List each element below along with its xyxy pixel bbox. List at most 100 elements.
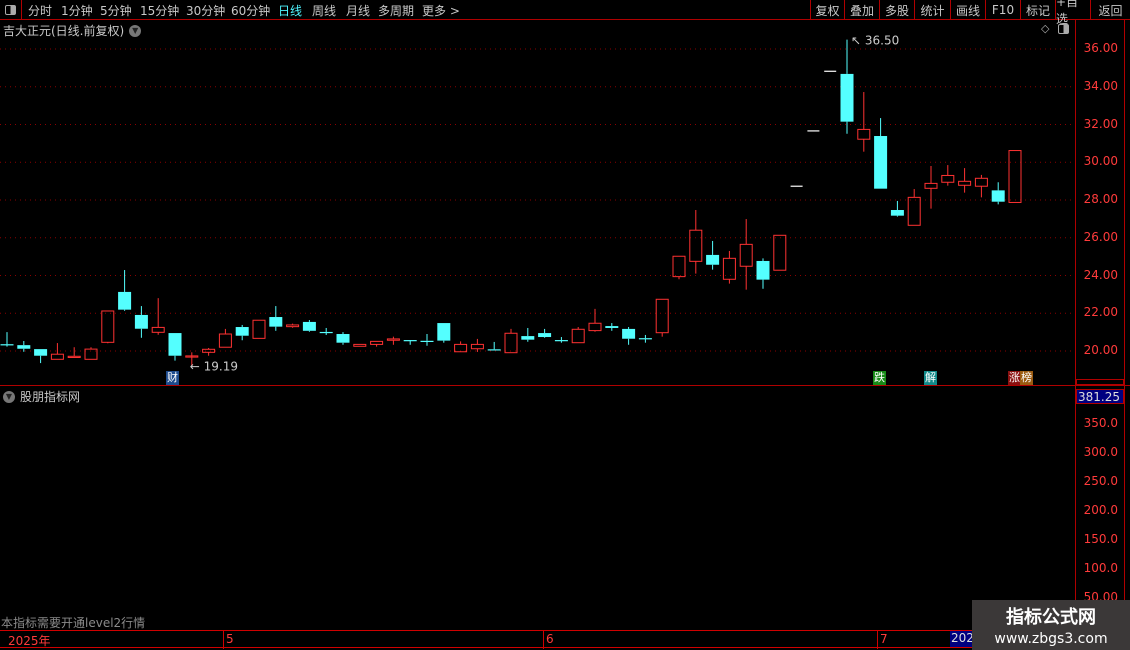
- candle-up: [941, 174, 955, 183]
- marker-fall[interactable]: 跌: [873, 371, 886, 385]
- candle-down: [437, 323, 451, 341]
- candle-up: [974, 177, 988, 187]
- draw-line-button[interactable]: 画线: [950, 0, 985, 20]
- chevron-down-icon[interactable]: ▼: [3, 390, 15, 403]
- indicator-tick: 300.0: [1083, 445, 1118, 459]
- axis-scroll[interactable]: [1076, 379, 1124, 385]
- price-tick: 24.00: [1083, 267, 1118, 282]
- period-tab-60min[interactable]: 60分钟: [231, 4, 271, 18]
- low-price-label: ← 19.19: [190, 359, 238, 373]
- period-tab-30min[interactable]: 30分钟: [186, 4, 226, 18]
- candle-down: [605, 326, 619, 328]
- high-price-label: ↖ 36.50: [851, 34, 899, 48]
- candle-down: [403, 340, 417, 342]
- period-tab-weekly[interactable]: 周线: [312, 4, 337, 18]
- candle-up: [252, 319, 266, 339]
- candle-down: [554, 340, 568, 342]
- candlestick-chart[interactable]: ↖ 36.50 ← 19.19: [0, 20, 1075, 385]
- candle-down: [302, 321, 316, 331]
- period-tab-daily[interactable]: 日线: [278, 4, 303, 18]
- mark-button[interactable]: 标记: [1020, 0, 1055, 20]
- candle-up: [672, 255, 686, 278]
- candle-down: [336, 334, 350, 343]
- candle-up: [185, 355, 199, 358]
- indicator-tick: 350.0: [1083, 416, 1118, 430]
- candle-down: [420, 340, 434, 343]
- candle-up: [286, 324, 300, 328]
- candle-up: [689, 229, 703, 262]
- candle-up: [50, 353, 64, 360]
- price-tick: 30.00: [1083, 154, 1118, 169]
- candle-down: [34, 349, 48, 356]
- period-tab-15min[interactable]: 15分钟: [140, 4, 180, 18]
- candle-down: [538, 333, 552, 338]
- candle-down: [168, 333, 182, 356]
- marker-rise[interactable]: 涨: [1008, 371, 1021, 385]
- overlay-button[interactable]: 叠加: [844, 0, 879, 20]
- candle-down: [622, 328, 636, 339]
- restore-rights-button[interactable]: 复权: [810, 0, 844, 20]
- statistics-button[interactable]: 统计: [914, 0, 950, 20]
- chevron-down-icon[interactable]: ▼: [129, 24, 142, 37]
- marker-unlock[interactable]: 解: [924, 371, 937, 385]
- back-button[interactable]: 返回: [1090, 0, 1130, 20]
- candle-up: [470, 343, 484, 350]
- candle-up: [773, 234, 787, 271]
- watermark-url: www.zbgs3.com: [994, 631, 1108, 647]
- date-label: 6: [546, 632, 554, 646]
- watermark-logo: 指标公式网 www.zbgs3.com: [972, 600, 1130, 650]
- chart-title: 吉大正元(日线.前复权) ▼: [3, 22, 142, 39]
- candle-down: [706, 254, 720, 265]
- period-tab-multi[interactable]: 多周期: [378, 4, 415, 18]
- price-axis: 36.00 34.00 32.00 30.00 28.00 26.00 24.00 22.00…: [1075, 20, 1125, 385]
- date-label: 2025年: [8, 634, 51, 648]
- panel-icon: [5, 5, 16, 15]
- candle-up: [857, 128, 871, 140]
- period-tab-1min[interactable]: 1分钟: [61, 4, 93, 18]
- price-tick: 20.00: [1083, 343, 1118, 357]
- candle-up: [655, 298, 669, 334]
- f10-button[interactable]: F10: [985, 0, 1020, 20]
- panel-toggle-button[interactable]: [0, 0, 22, 20]
- indicator-tick: 250.0: [1083, 474, 1118, 488]
- candle-up: [151, 326, 165, 333]
- add-watchlist-button[interactable]: +自选: [1055, 0, 1090, 26]
- candle-up: [1008, 150, 1022, 203]
- candle-down: [17, 345, 31, 349]
- candle-down: [756, 260, 770, 280]
- multi-stock-button[interactable]: 多股: [879, 0, 914, 20]
- indicator-tick: 150.0: [1083, 532, 1118, 546]
- candle-down: [134, 314, 148, 329]
- price-tick: 26.00: [1083, 229, 1118, 244]
- candle-down: [874, 136, 888, 189]
- period-tab-5min[interactable]: 5分钟: [100, 4, 132, 18]
- candle-down: [638, 338, 652, 340]
- panel-divider[interactable]: [0, 385, 1130, 386]
- candle-down: [521, 336, 535, 340]
- date-axis: 2025年 5 6 7 202: [0, 630, 1075, 649]
- indicator-name: 股朋指标网: [20, 390, 81, 404]
- candle-up: [218, 333, 232, 348]
- diamond-icon[interactable]: ◇: [1041, 22, 1050, 35]
- candle-up: [504, 332, 518, 354]
- candle-down: [991, 190, 1005, 202]
- candle-down: [890, 210, 904, 216]
- period-tab-monthly[interactable]: 月线: [346, 4, 371, 18]
- candle-up: [101, 310, 115, 343]
- indicator-tick: 200.0: [1083, 503, 1118, 517]
- period-tab-fenshi[interactable]: 分时: [28, 4, 53, 18]
- marker-ranking[interactable]: 榜: [1020, 371, 1033, 385]
- candle-down: [235, 327, 249, 336]
- price-tick: 36.00: [1083, 41, 1118, 55]
- candle-up: [84, 348, 98, 360]
- candle-down: [269, 317, 283, 327]
- indicator-title: ▼ 股朋指标网: [3, 388, 80, 405]
- date-label: 5: [226, 632, 234, 646]
- period-tab-more[interactable]: 更多 >: [422, 4, 460, 18]
- panel-icon[interactable]: [1058, 24, 1069, 34]
- candle-up: [571, 328, 585, 344]
- candle-up: [202, 348, 216, 353]
- candle-up: [907, 196, 921, 226]
- candle-up: [454, 343, 468, 353]
- marker-finance[interactable]: 财: [166, 371, 179, 385]
